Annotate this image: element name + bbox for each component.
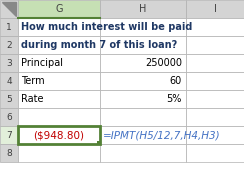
Text: G: G: [55, 4, 63, 14]
Bar: [18, 0, 100, 18]
Text: 5: 5: [6, 94, 12, 104]
Bar: [186, 108, 244, 126]
Bar: [100, 126, 186, 144]
Bar: [18, 126, 100, 144]
Text: =IPMT(H5/12,7,H4,H3): =IPMT(H5/12,7,H4,H3): [103, 130, 221, 140]
Text: 2: 2: [6, 41, 12, 49]
Bar: [18, 36, 100, 54]
Bar: [97, 141, 100, 144]
Bar: [0, 72, 18, 90]
Bar: [186, 144, 244, 162]
Text: 4: 4: [6, 77, 12, 85]
Bar: [18, 108, 100, 126]
Bar: [100, 108, 186, 126]
Bar: [100, 72, 186, 90]
Bar: [0, 126, 18, 144]
Text: H: H: [139, 4, 147, 14]
Bar: [18, 90, 100, 108]
Text: 1: 1: [6, 22, 12, 31]
Text: 7: 7: [6, 130, 12, 140]
Bar: [0, 54, 18, 72]
Text: Term: Term: [21, 76, 45, 86]
Bar: [0, 90, 18, 108]
Bar: [100, 18, 186, 36]
Bar: [18, 72, 100, 90]
Bar: [100, 144, 186, 162]
Bar: [18, 54, 100, 72]
Bar: [0, 144, 18, 162]
Text: 3: 3: [6, 58, 12, 68]
Bar: [186, 18, 244, 36]
Bar: [18, 126, 100, 144]
Bar: [100, 36, 186, 54]
Bar: [100, 90, 186, 108]
Bar: [186, 54, 244, 72]
Text: 8: 8: [6, 148, 12, 157]
Bar: [0, 0, 18, 18]
Text: I: I: [214, 4, 216, 14]
Polygon shape: [2, 2, 16, 16]
Bar: [18, 18, 100, 36]
Text: ($948.80): ($948.80): [33, 130, 84, 140]
Bar: [186, 36, 244, 54]
Text: How much interest will be paid: How much interest will be paid: [21, 22, 192, 32]
Text: 250000: 250000: [145, 58, 182, 68]
Text: 60: 60: [170, 76, 182, 86]
Bar: [186, 90, 244, 108]
Text: Rate: Rate: [21, 94, 43, 104]
Bar: [186, 126, 244, 144]
Text: 6: 6: [6, 113, 12, 121]
Bar: [186, 72, 244, 90]
Bar: [100, 0, 186, 18]
Bar: [0, 18, 18, 36]
Bar: [100, 54, 186, 72]
Bar: [0, 36, 18, 54]
Text: 5%: 5%: [167, 94, 182, 104]
Bar: [0, 108, 18, 126]
Bar: [18, 144, 100, 162]
Text: during month 7 of this loan?: during month 7 of this loan?: [21, 40, 177, 50]
Text: Principal: Principal: [21, 58, 63, 68]
Bar: [186, 0, 244, 18]
